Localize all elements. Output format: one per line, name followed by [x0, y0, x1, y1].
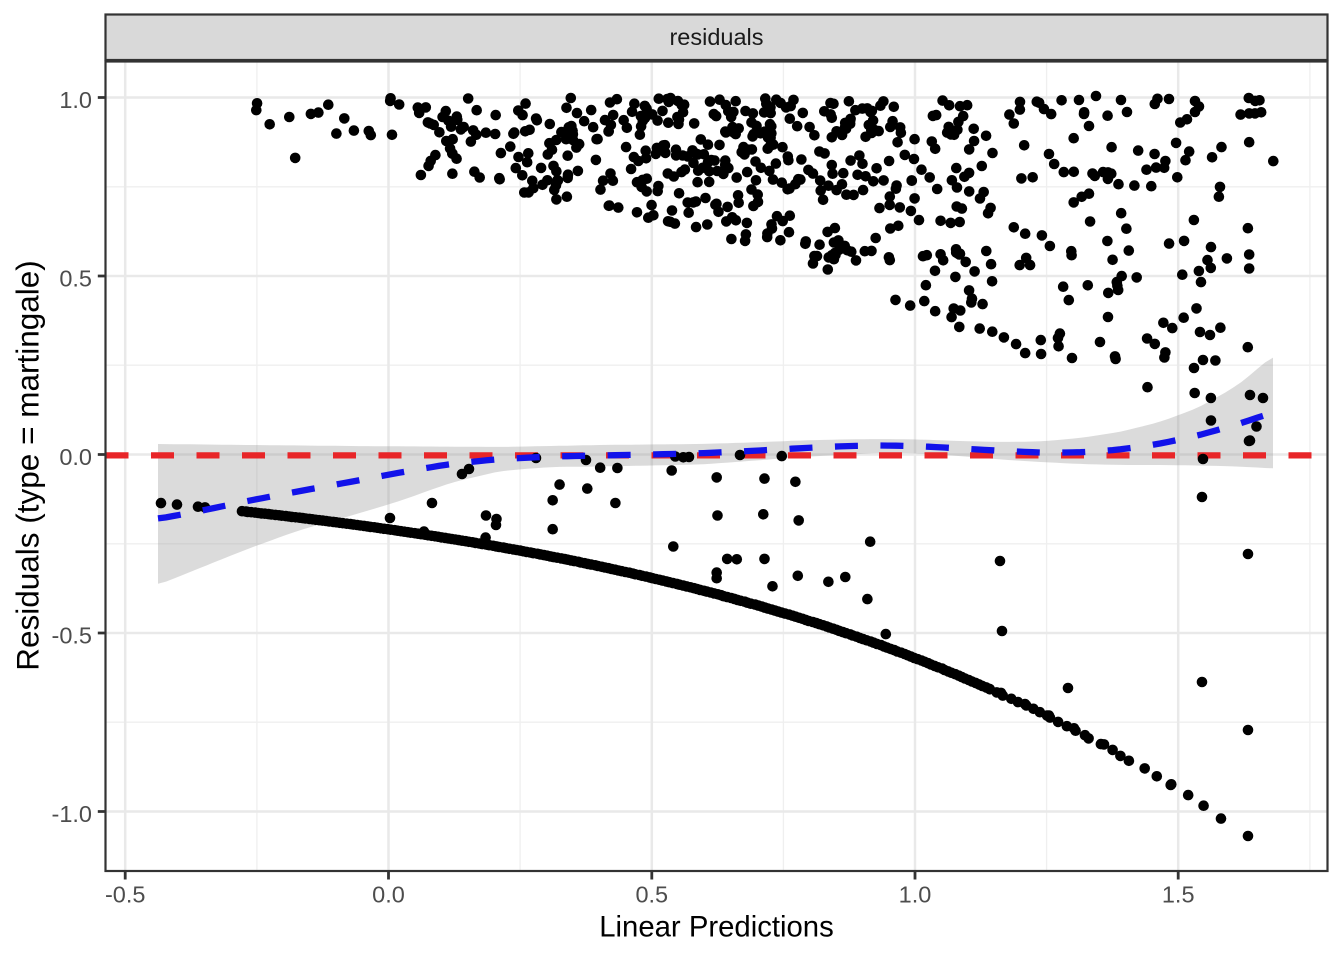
svg-text:0.5: 0.5 — [635, 882, 668, 908]
svg-text:1.0: 1.0 — [899, 882, 932, 908]
svg-text:Linear Predictions: Linear Predictions — [599, 911, 834, 944]
svg-text:residuals: residuals — [669, 24, 763, 50]
svg-text:Residuals (type = martingale): Residuals (type = martingale) — [10, 260, 46, 671]
svg-text:-0.5: -0.5 — [105, 882, 146, 908]
svg-text:0.0: 0.0 — [59, 444, 92, 470]
svg-text:1.0: 1.0 — [59, 87, 92, 113]
svg-text:0.5: 0.5 — [59, 265, 92, 291]
svg-text:0.0: 0.0 — [372, 882, 405, 908]
svg-text:-0.5: -0.5 — [52, 622, 93, 648]
svg-text:1.5: 1.5 — [1162, 882, 1195, 908]
svg-text:-1.0: -1.0 — [52, 801, 93, 827]
